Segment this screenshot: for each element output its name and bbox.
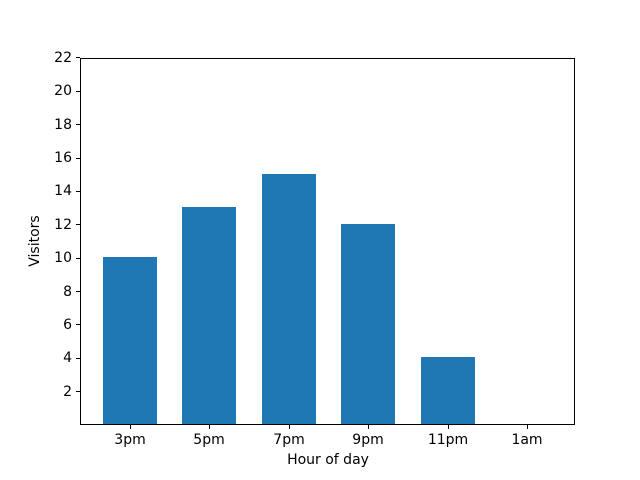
- y-tick-label-4: 4: [63, 350, 72, 366]
- y-tick-label-8: 8: [63, 284, 72, 300]
- plot-area: [80, 58, 575, 425]
- x-tick-mark-11pm: [448, 425, 449, 429]
- x-tick-mark-7pm: [289, 425, 290, 429]
- y-tick-mark-4: [76, 358, 80, 359]
- x-tick-label-3pm: 3pm: [114, 432, 146, 448]
- y-tick-label-18: 18: [54, 117, 72, 133]
- y-tick-mark-18: [76, 124, 80, 125]
- y-tick-mark-8: [76, 291, 80, 292]
- x-tick-label-7pm: 7pm: [273, 432, 305, 448]
- y-tick-label-12: 12: [54, 217, 72, 233]
- x-tick-label-11pm: 11pm: [427, 432, 469, 448]
- x-axis-label: Hour of day: [287, 452, 369, 468]
- bar-11pm: [421, 357, 475, 424]
- x-tick-mark-5pm: [209, 425, 210, 429]
- y-tick-label-10: 10: [54, 250, 72, 266]
- y-tick-label-2: 2: [63, 384, 72, 400]
- y-tick-mark-10: [76, 258, 80, 259]
- y-tick-mark-16: [76, 158, 80, 159]
- y-tick-mark-20: [76, 91, 80, 92]
- y-tick-label-20: 20: [54, 83, 72, 99]
- x-tick-label-1am: 1am: [511, 432, 543, 448]
- y-tick-mark-22: [76, 57, 80, 58]
- y-tick-label-22: 22: [54, 50, 72, 66]
- x-tick-label-9pm: 9pm: [352, 432, 384, 448]
- x-tick-mark-9pm: [368, 425, 369, 429]
- bar-5pm: [182, 207, 236, 424]
- x-tick-mark-1am: [527, 425, 528, 429]
- x-tick-mark-3pm: [130, 425, 131, 429]
- y-tick-mark-14: [76, 191, 80, 192]
- y-tick-mark-12: [76, 224, 80, 225]
- y-tick-mark-2: [76, 391, 80, 392]
- x-tick-label-5pm: 5pm: [193, 432, 225, 448]
- y-tick-mark-6: [76, 324, 80, 325]
- bar-9pm: [341, 224, 395, 424]
- y-tick-label-6: 6: [63, 317, 72, 333]
- bar-7pm: [262, 174, 316, 424]
- bar-3pm: [103, 257, 157, 424]
- y-tick-label-16: 16: [54, 150, 72, 166]
- y-tick-label-14: 14: [54, 183, 72, 199]
